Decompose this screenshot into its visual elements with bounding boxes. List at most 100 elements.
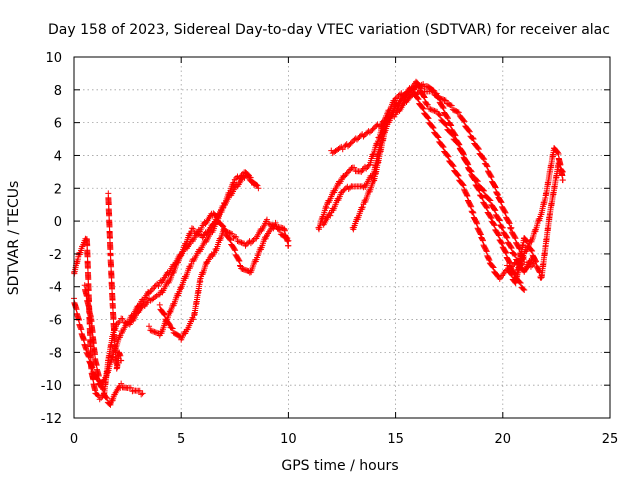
data-point — [444, 114, 451, 121]
data-point — [424, 101, 431, 108]
data-point — [427, 106, 434, 113]
y-tick-label: -4 — [49, 281, 62, 296]
data-point — [255, 185, 262, 192]
data-point — [491, 222, 498, 229]
data-point — [119, 315, 126, 322]
data-point — [116, 332, 123, 339]
data-point — [439, 104, 446, 111]
data-point — [444, 115, 451, 122]
data-point — [559, 167, 566, 174]
data-point — [168, 324, 175, 331]
data-point — [355, 135, 362, 142]
data-point — [464, 160, 471, 167]
data-point — [436, 111, 443, 118]
y-tick-label: -10 — [41, 379, 62, 394]
data-point — [354, 136, 361, 143]
data-point — [556, 161, 563, 168]
data-point — [233, 234, 240, 241]
data-point — [150, 328, 157, 335]
data-point — [554, 149, 561, 156]
data-point — [94, 391, 101, 398]
data-point — [238, 239, 245, 246]
data-point — [419, 104, 426, 111]
data-point — [430, 107, 437, 114]
data-point — [498, 199, 505, 206]
y-tick-label: 0 — [54, 215, 62, 230]
data-point — [234, 238, 241, 245]
data-point — [177, 284, 184, 291]
data-point — [99, 385, 106, 392]
y-tick-label: 4 — [54, 149, 62, 164]
data-point — [415, 96, 422, 103]
data-point — [468, 203, 475, 210]
data-point — [481, 187, 488, 194]
data-point — [359, 204, 366, 211]
data-point — [486, 196, 493, 203]
x-tick-label: 20 — [495, 432, 512, 447]
data-point — [473, 177, 480, 184]
data-point — [467, 202, 474, 209]
data-point — [434, 133, 441, 140]
data-point — [511, 251, 518, 258]
data-point — [118, 380, 125, 387]
data-point — [221, 226, 228, 233]
data-point — [524, 238, 531, 245]
data-point — [483, 162, 490, 169]
data-point — [346, 141, 353, 148]
data-point — [420, 105, 427, 112]
data-point — [272, 219, 279, 226]
data-point — [487, 197, 494, 204]
data-point — [492, 207, 499, 214]
axis-ticks: 0 5 10 15 20 25 -12 -10 -8 -6 -4 -2 0 2 4 6 8 10 — [41, 51, 619, 447]
data-point — [497, 198, 504, 205]
series-track-d — [105, 190, 125, 372]
data-point — [536, 268, 543, 275]
data-point — [366, 129, 373, 136]
data-point — [491, 206, 498, 213]
data-point — [425, 115, 432, 122]
y-tick-label: 8 — [54, 84, 62, 99]
data-point — [418, 85, 425, 92]
data-point — [190, 316, 197, 323]
data-point — [488, 174, 495, 181]
data-point — [460, 182, 467, 189]
data-point — [508, 271, 515, 278]
data-point — [232, 247, 239, 254]
y-tick-label: 6 — [54, 117, 62, 132]
data-point — [455, 109, 462, 116]
data-point — [512, 235, 519, 242]
data-point — [490, 264, 497, 271]
data-point — [414, 90, 421, 97]
data-point — [350, 138, 357, 145]
data-points — [71, 78, 566, 408]
data-point — [394, 94, 401, 101]
data-point — [494, 190, 501, 197]
data-point — [466, 128, 473, 135]
data-point — [485, 256, 492, 263]
data-point — [498, 223, 505, 230]
data-point — [463, 191, 470, 198]
data-point — [481, 156, 488, 163]
data-point — [431, 107, 438, 114]
data-point — [479, 237, 486, 244]
y-tick-label: -8 — [49, 346, 62, 361]
data-point — [148, 327, 155, 334]
data-point — [382, 119, 389, 126]
data-point — [474, 178, 481, 185]
data-point — [474, 220, 481, 227]
data-point — [104, 395, 111, 402]
data-point — [426, 105, 433, 112]
data-point — [496, 217, 503, 224]
data-point — [470, 135, 477, 142]
data-point — [405, 96, 412, 103]
data-point — [512, 252, 519, 259]
data-point — [520, 286, 527, 293]
data-point — [467, 167, 474, 174]
data-point — [459, 181, 466, 188]
data-point — [226, 236, 233, 243]
data-point — [523, 237, 530, 244]
data-point — [161, 310, 168, 317]
data-point — [469, 135, 476, 142]
data-point — [487, 214, 494, 221]
y-tick-label: 2 — [54, 182, 62, 197]
